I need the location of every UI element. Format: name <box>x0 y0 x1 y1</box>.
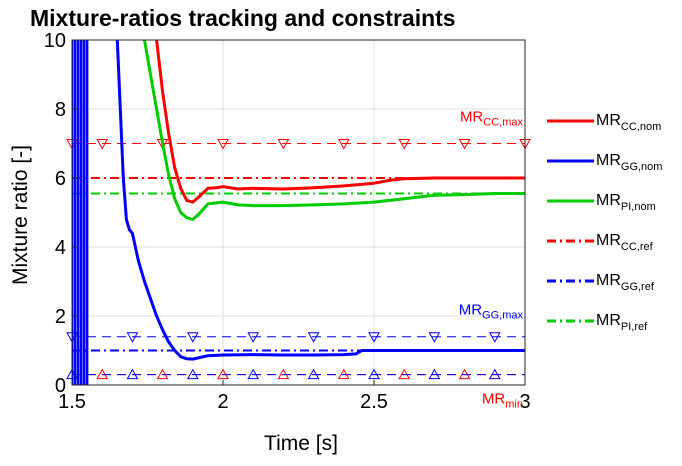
constraint-marker-3-7 <box>488 368 501 380</box>
legend-label-1: MRGG,nom <box>596 152 662 173</box>
y-axis-label: Mixture ratio [-] <box>9 145 32 285</box>
axes-box <box>71 39 526 386</box>
constraint-marker-1-2 <box>186 332 199 343</box>
constraint-marker-1-6 <box>428 332 441 343</box>
axes: 1.5 2 2.5 3 0 2 4 6 8 10 <box>44 30 531 413</box>
x-axis-label: Time [s] <box>264 432 338 455</box>
legend-label-0: MRCC,nom <box>596 112 661 133</box>
constraint-annotation-0: MRCC,max <box>460 109 524 129</box>
legend: MRCC,nom MRGG,nom MRPI,nom MRCC,ref MRGG,ref… <box>547 112 662 333</box>
constraint-annotation-1: MRGG,max <box>459 302 524 322</box>
constraint-marker-3-3 <box>247 368 260 380</box>
constraint-marker-3-2 <box>186 368 199 380</box>
constraint-marker-0-4 <box>277 139 290 150</box>
x-tick-label-3: 3 <box>519 391 530 413</box>
constraint-marker-1-5 <box>368 332 380 343</box>
y-tick-label-0: 0 <box>55 375 66 397</box>
constraint-marker-0-5 <box>337 139 350 150</box>
constraint-marker-0-7 <box>458 139 471 150</box>
y-tick-label-3: 6 <box>55 168 66 190</box>
constraint-marker-3-5 <box>368 368 380 380</box>
constraint-marker-3-1 <box>126 368 139 380</box>
grid <box>71 39 526 386</box>
legend-label-4: MRGG,ref <box>596 272 655 293</box>
series-line-0 <box>155 40 525 204</box>
constraint-annotations: MRCC,max MRGG,max MRmin <box>459 109 524 411</box>
constraint-marker-0-3 <box>217 139 229 150</box>
series-line-1 <box>115 40 525 361</box>
legend-label-5: MRPI,ref <box>596 312 648 333</box>
constraint-marker-1-3 <box>247 332 260 343</box>
constraint-marker-0-1 <box>96 139 109 150</box>
plot-area <box>72 40 525 385</box>
constraint-marker-3-4 <box>307 368 320 380</box>
x-tick-label-2: 2.5 <box>360 391 388 413</box>
y-tick-label-1: 2 <box>55 306 66 328</box>
y-tick-label-2: 4 <box>55 237 66 259</box>
series-line-2 <box>143 40 525 221</box>
x-tick-label-0: 1.5 <box>58 391 86 413</box>
x-tick-label-1: 2 <box>217 391 228 413</box>
constraint-marker-0-6 <box>398 139 411 150</box>
chart-title: Mixture-ratios tracking and constraints <box>30 5 456 31</box>
constraint-marker-1-7 <box>488 332 501 343</box>
y-tick-label-4: 8 <box>55 99 66 121</box>
y-tick-label-5: 10 <box>44 30 66 52</box>
constraint-marker-3-6 <box>428 368 441 380</box>
legend-label-2: MRPI,nom <box>596 192 656 213</box>
constraint-marker-1-1 <box>126 332 139 343</box>
legend-label-3: MRCC,ref <box>596 232 654 253</box>
constraint-lines <box>66 139 531 380</box>
constraint-annotation-2: MRmin <box>482 391 523 411</box>
constraint-marker-1-4 <box>307 332 320 343</box>
